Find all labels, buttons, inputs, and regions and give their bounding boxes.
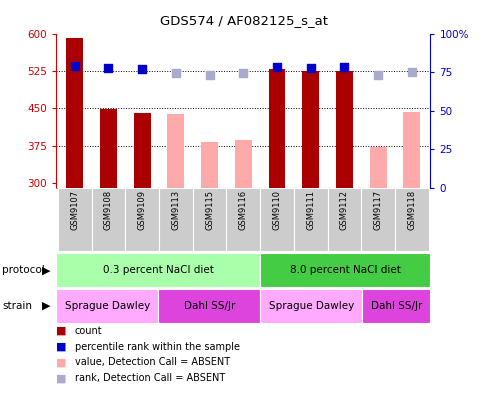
Bar xyxy=(56,289,158,323)
Bar xyxy=(192,188,226,251)
Text: ■: ■ xyxy=(56,357,66,367)
Point xyxy=(373,71,381,78)
Text: GSM9115: GSM9115 xyxy=(204,190,214,230)
Bar xyxy=(361,188,394,251)
Bar xyxy=(403,112,419,188)
Bar xyxy=(100,109,117,188)
Bar xyxy=(66,38,83,188)
Text: GSM9111: GSM9111 xyxy=(305,190,315,230)
Point xyxy=(205,72,213,78)
Text: ■: ■ xyxy=(56,341,66,352)
Text: ▶: ▶ xyxy=(42,301,51,311)
Point xyxy=(407,69,415,75)
Bar xyxy=(335,71,352,188)
Bar xyxy=(327,188,361,251)
Bar xyxy=(260,289,362,323)
Point xyxy=(306,65,314,71)
Bar xyxy=(167,114,184,188)
Text: GSM9117: GSM9117 xyxy=(373,190,382,230)
Bar xyxy=(394,188,428,251)
Text: 0.3 percent NaCl diet: 0.3 percent NaCl diet xyxy=(102,265,213,275)
Text: GSM9116: GSM9116 xyxy=(238,190,247,230)
Text: Sprague Dawley: Sprague Dawley xyxy=(64,301,149,311)
Bar xyxy=(260,253,429,287)
Point xyxy=(104,65,112,71)
Text: ■: ■ xyxy=(56,373,66,383)
Bar xyxy=(260,188,293,251)
Point xyxy=(138,65,146,72)
Text: Dahl SS/Jr: Dahl SS/Jr xyxy=(370,301,421,311)
Bar xyxy=(134,113,150,188)
Bar xyxy=(302,71,319,188)
Bar xyxy=(369,147,386,188)
Text: ▶: ▶ xyxy=(42,265,51,275)
Point xyxy=(239,69,246,76)
Bar xyxy=(201,142,218,188)
Text: Dahl SS/Jr: Dahl SS/Jr xyxy=(183,301,234,311)
Text: rank, Detection Call = ABSENT: rank, Detection Call = ABSENT xyxy=(75,373,224,383)
Text: GSM9112: GSM9112 xyxy=(339,190,348,230)
Point xyxy=(172,69,180,76)
Text: protocol: protocol xyxy=(2,265,45,275)
Text: GSM9118: GSM9118 xyxy=(407,190,415,230)
Bar xyxy=(159,188,192,251)
Text: Sprague Dawley: Sprague Dawley xyxy=(268,301,353,311)
Text: GSM9110: GSM9110 xyxy=(272,190,281,230)
Point xyxy=(340,64,347,70)
Bar xyxy=(56,253,260,287)
Bar xyxy=(362,289,429,323)
Text: percentile rank within the sample: percentile rank within the sample xyxy=(75,341,239,352)
Point xyxy=(272,64,280,70)
Bar xyxy=(268,69,285,188)
Text: GSM9107: GSM9107 xyxy=(70,190,79,230)
Text: GSM9109: GSM9109 xyxy=(138,190,146,230)
Bar xyxy=(293,188,327,251)
Text: count: count xyxy=(75,326,102,336)
Bar xyxy=(226,188,260,251)
Text: GSM9108: GSM9108 xyxy=(104,190,113,230)
Bar xyxy=(91,188,125,251)
Text: ■: ■ xyxy=(56,326,66,336)
Bar xyxy=(125,188,159,251)
Bar xyxy=(234,140,251,188)
Bar xyxy=(158,289,260,323)
Bar xyxy=(58,188,91,251)
Text: GSM9113: GSM9113 xyxy=(171,190,180,230)
Text: strain: strain xyxy=(2,301,32,311)
Text: value, Detection Call = ABSENT: value, Detection Call = ABSENT xyxy=(75,357,229,367)
Text: 8.0 percent NaCl diet: 8.0 percent NaCl diet xyxy=(289,265,400,275)
Text: GDS574 / AF082125_s_at: GDS574 / AF082125_s_at xyxy=(160,14,328,27)
Point xyxy=(71,63,79,69)
